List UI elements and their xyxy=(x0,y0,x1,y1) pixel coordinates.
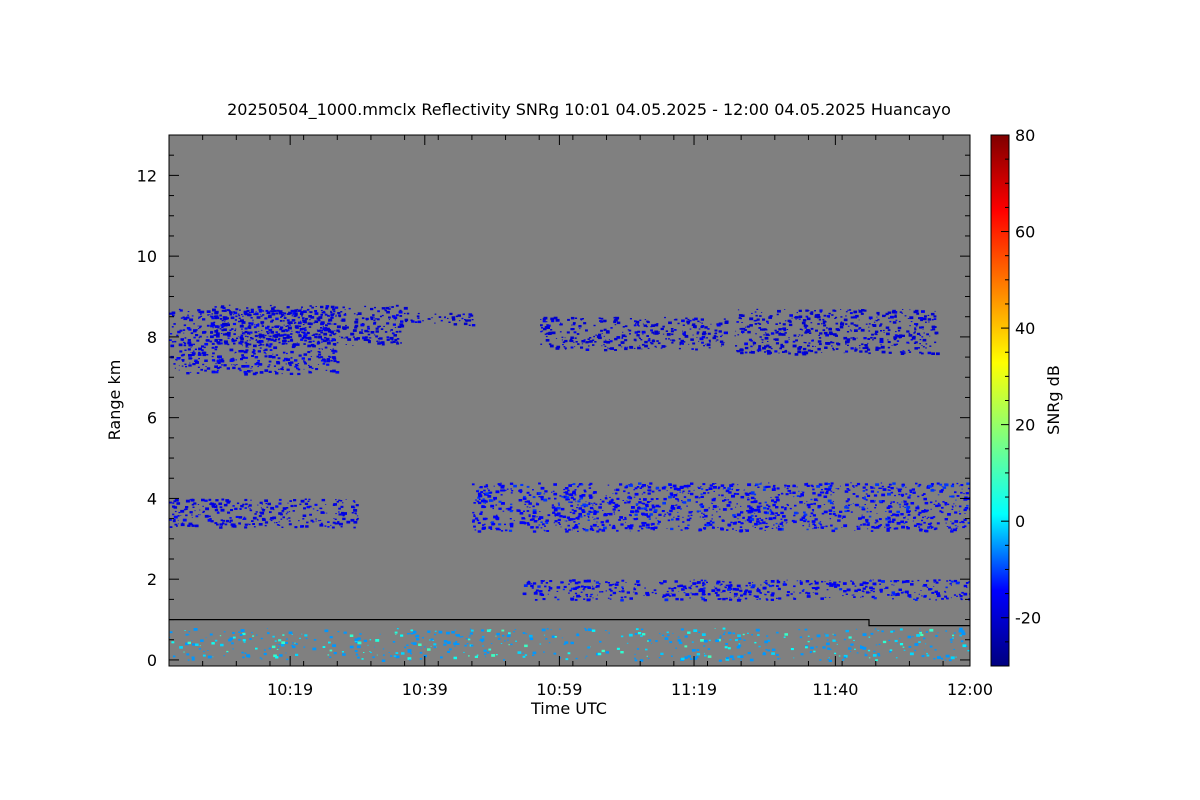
colorbar-label: SNRg dB xyxy=(1044,365,1063,435)
echo-low-layer xyxy=(522,579,970,602)
colorbar-tick-label: 40 xyxy=(1015,319,1035,338)
x-tick-label: 10:19 xyxy=(267,680,313,699)
plot-frame xyxy=(168,134,971,667)
x-tick-label: 12:00 xyxy=(947,680,993,699)
echo-cirrus-streak-4 xyxy=(734,308,940,356)
echo-mid-layer-clouds xyxy=(471,482,970,533)
x-tick-label: 10:59 xyxy=(536,680,582,699)
colorbar-axis: -20 0 20 40 60 80 xyxy=(1001,126,1041,667)
colorbar-tick-label: 0 xyxy=(1015,512,1025,531)
colorbar-tick-label: 20 xyxy=(1015,416,1035,435)
x-tick-label: 10:39 xyxy=(402,680,448,699)
y-tick-label: 8 xyxy=(147,328,157,347)
y-tick-label: 12 xyxy=(137,166,157,185)
x-axis: 10:19 10:39 10:59 11:19 11:40 12:00 xyxy=(168,135,993,699)
echo-cirrus-streak-2 xyxy=(404,312,476,327)
echo-cirrus-streak-3 xyxy=(540,316,729,352)
echo-layer xyxy=(169,304,970,662)
colorbar-tick-label: 60 xyxy=(1015,223,1035,242)
x-tick-label: 11:19 xyxy=(671,680,717,699)
y-axis: 0 2 4 6 8 10 12 xyxy=(137,134,970,670)
x-axis-label: Time UTC xyxy=(530,699,607,718)
y-tick-label: 0 xyxy=(147,651,157,670)
colorbar-tick-label: 80 xyxy=(1015,126,1035,145)
y-tick-label: 10 xyxy=(137,247,157,266)
y-tick-label: 2 xyxy=(147,570,157,589)
y-axis-label: Range km xyxy=(105,360,124,441)
y-tick-label: 6 xyxy=(147,409,157,428)
plot-background xyxy=(169,135,970,666)
echo-mid-layer-left xyxy=(169,498,359,529)
echo-near-ground-clutter xyxy=(169,627,970,662)
colorbar-tick-label: -20 xyxy=(1015,609,1041,628)
y-tick-label: 4 xyxy=(147,489,157,508)
echo-cirrus-streak-1 xyxy=(209,304,408,348)
x-tick-label: 11:40 xyxy=(812,680,858,699)
boundary-line xyxy=(169,619,970,627)
chart-title: 20250504_1000.mmclx Reflectivity SNRg 10… xyxy=(227,100,951,120)
